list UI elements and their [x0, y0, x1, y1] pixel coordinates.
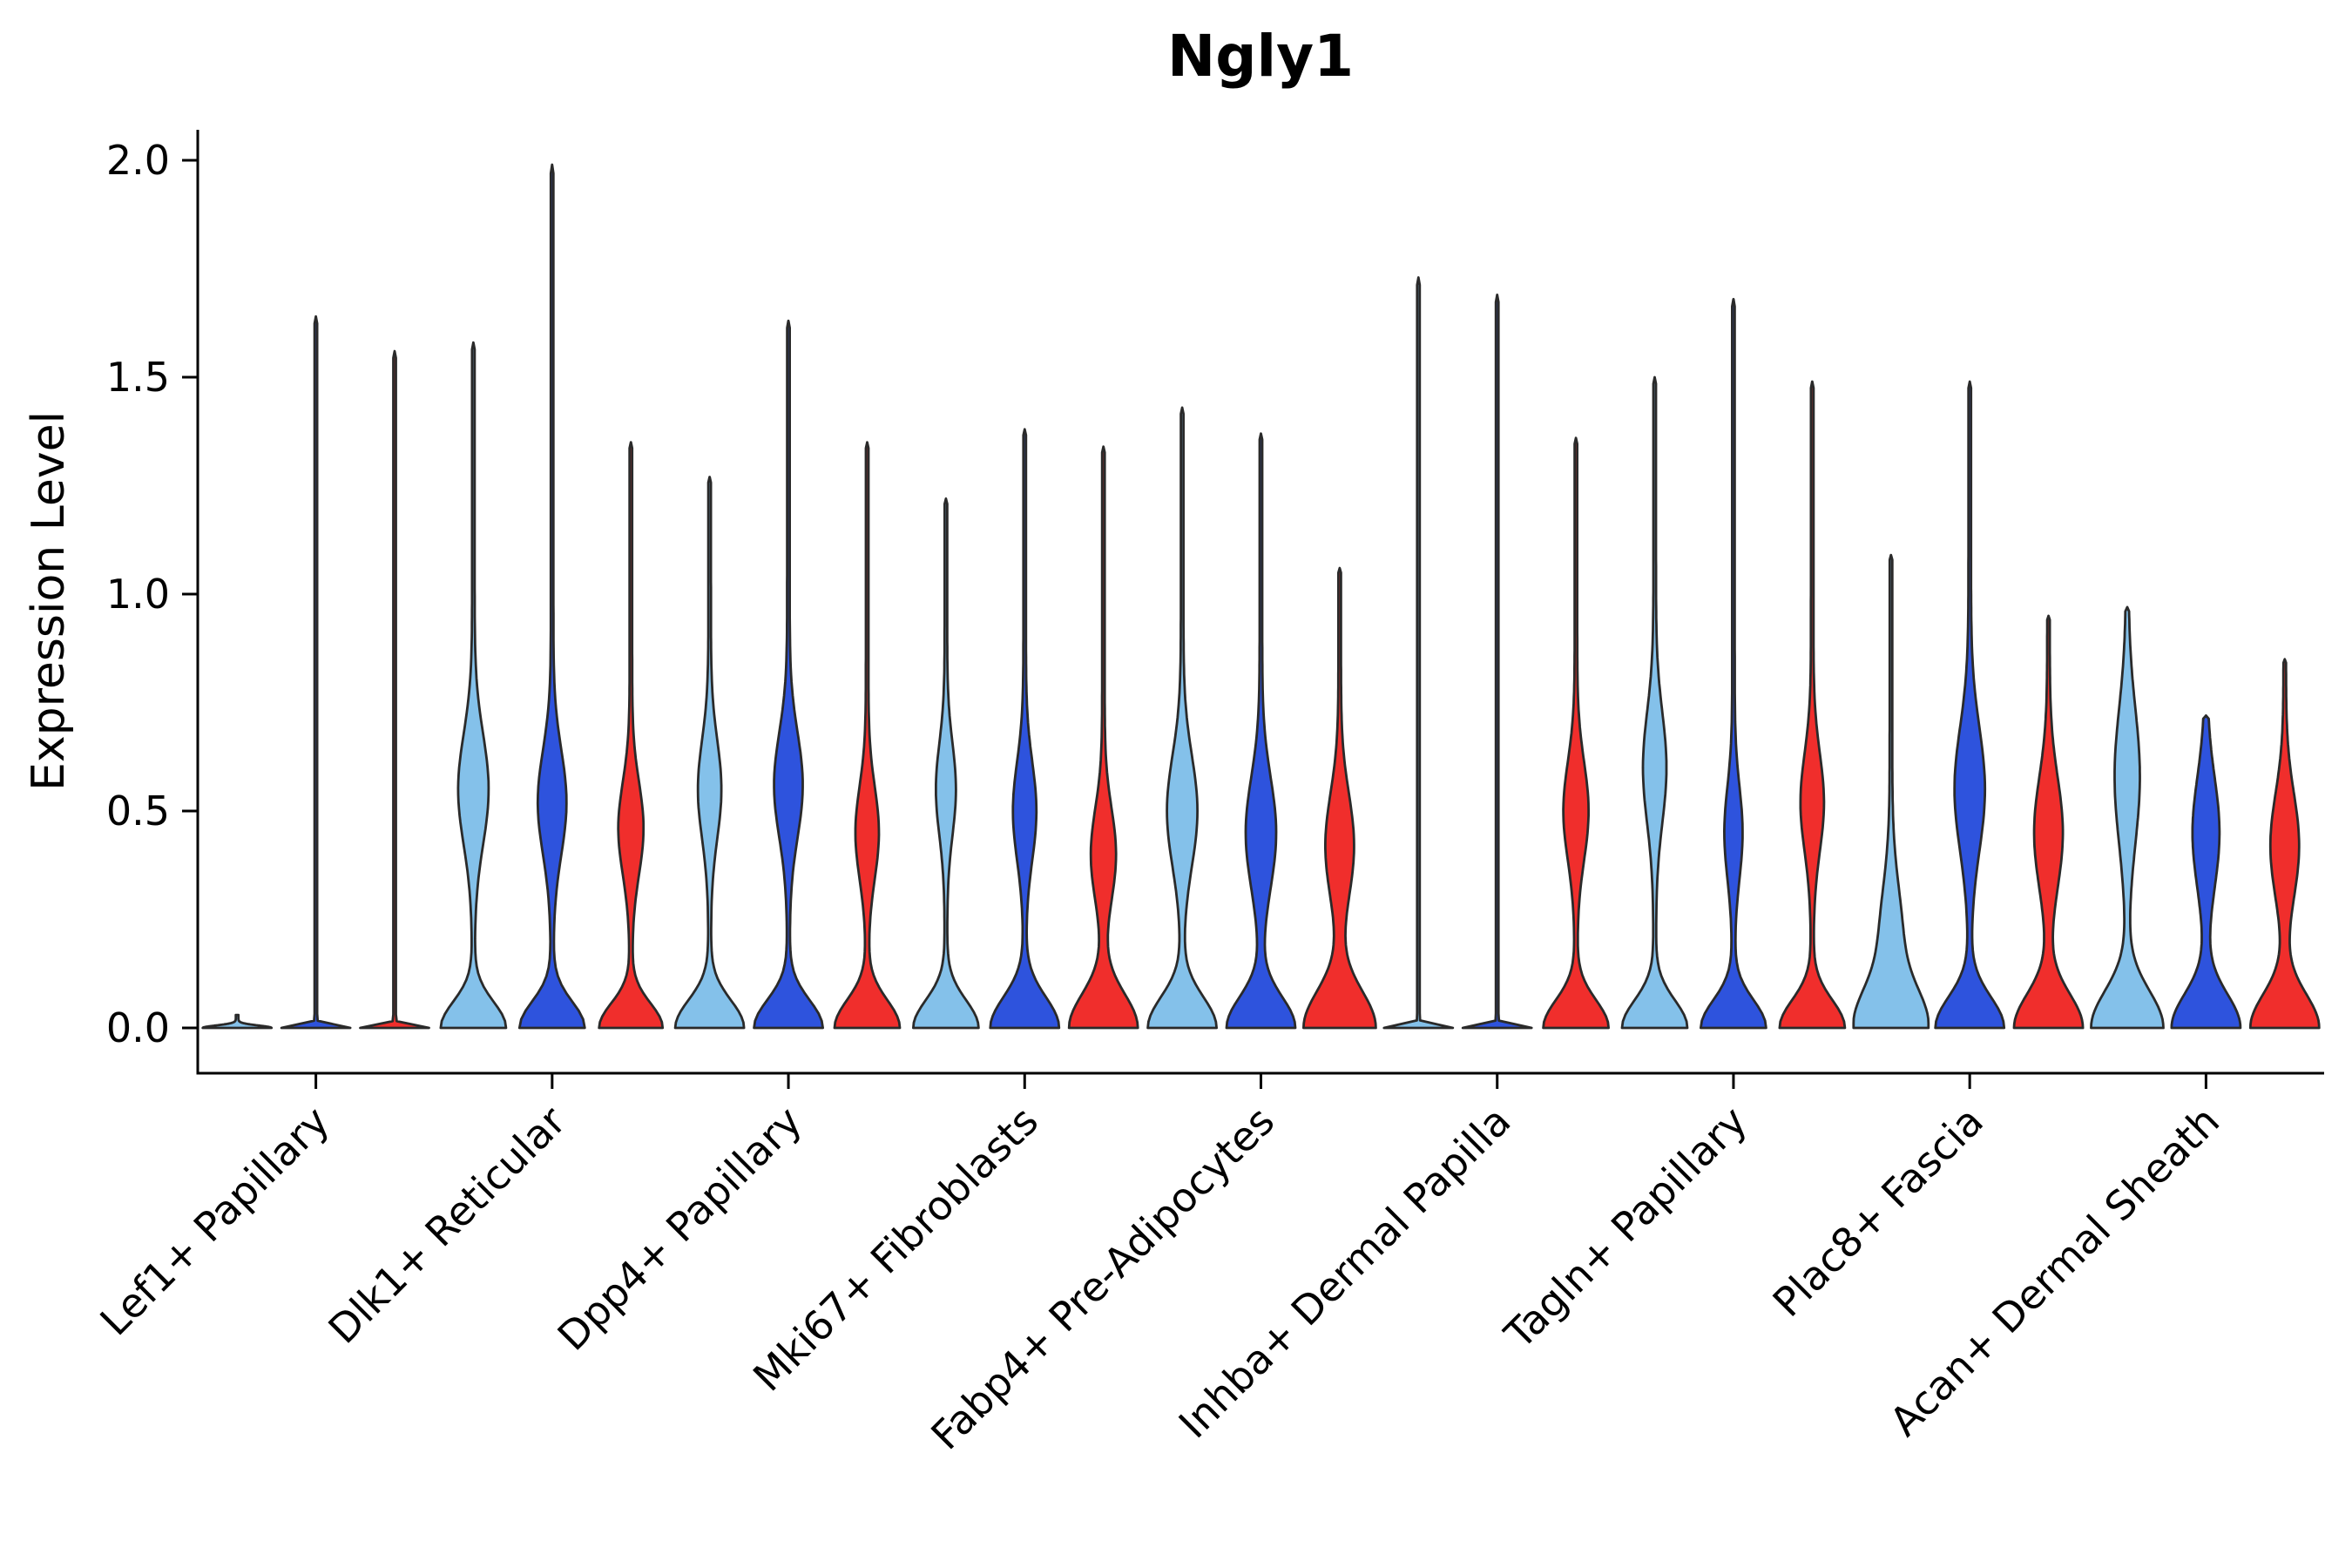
violin: [1302, 566, 1377, 1030]
violin: [1934, 380, 2006, 1030]
violin: [1382, 276, 1455, 1030]
y-axis-title: Expression Level: [23, 410, 75, 792]
x-tick-label: Dlk1+ Reticular: [319, 1098, 574, 1353]
violin: [517, 163, 586, 1030]
violin: [598, 441, 665, 1030]
violin: [439, 341, 508, 1030]
x-tick-label: Plac8+ Fascia: [1764, 1098, 1992, 1326]
x-tick-label: Tagln+ Papillary: [1495, 1098, 1756, 1359]
x-tick-label: Lef1+ Papillary: [91, 1098, 338, 1345]
violin: [1225, 432, 1297, 1030]
violin: [201, 1013, 274, 1030]
violin: [1620, 375, 1689, 1030]
violin: [359, 349, 430, 1030]
violin: [912, 497, 980, 1030]
violin: [1146, 406, 1218, 1030]
violin: [1700, 298, 1767, 1030]
violin: [989, 428, 1061, 1030]
y-tick-label: 2.0: [106, 137, 170, 184]
y-tick-label: 0.5: [106, 787, 170, 835]
violin: [280, 314, 352, 1030]
y-tick-label: 1.0: [106, 571, 170, 618]
violin: [673, 476, 746, 1030]
violin: [2248, 658, 2321, 1030]
y-tick-label: 0.0: [106, 1004, 170, 1051]
violin: [2170, 714, 2242, 1030]
violin: [2090, 605, 2165, 1030]
y-tick-label: 1.5: [106, 354, 170, 401]
violin: [1461, 294, 1533, 1030]
violin: [833, 441, 902, 1030]
violin: [1852, 553, 1930, 1030]
violin: [2012, 614, 2085, 1030]
chart-title: Ngly1: [1166, 23, 1355, 90]
x-tick-label: Dpp4+ Papillary: [549, 1098, 811, 1360]
violin: [1542, 436, 1610, 1030]
violin: [753, 319, 824, 1030]
violin: [1778, 380, 1847, 1030]
violin: [1067, 445, 1139, 1030]
